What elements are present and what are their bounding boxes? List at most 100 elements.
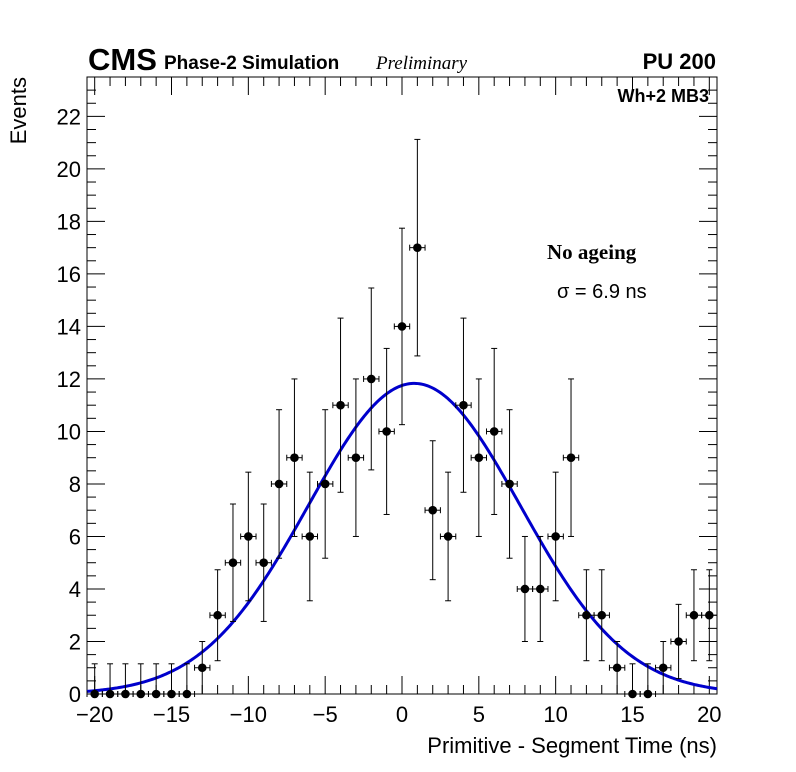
y-tick-label: 4 bbox=[69, 577, 81, 602]
data-point bbox=[455, 317, 472, 493]
x-tick-label: 5 bbox=[473, 702, 485, 727]
data-marker bbox=[259, 558, 269, 568]
y-tick-label: 20 bbox=[57, 157, 81, 182]
x-tick-label: −10 bbox=[230, 702, 267, 727]
data-marker bbox=[305, 532, 315, 541]
data-point bbox=[178, 663, 196, 699]
data-point bbox=[409, 138, 426, 357]
data-point bbox=[270, 409, 288, 559]
x-axis-label: Primitive - Segment Time (ns) bbox=[427, 733, 717, 758]
data-point bbox=[147, 663, 165, 699]
data-marker bbox=[551, 532, 560, 541]
region-label: Wh+2 MB3 bbox=[617, 86, 709, 106]
data-marker bbox=[643, 689, 653, 699]
y-axis-label: Events bbox=[6, 77, 31, 144]
data-point bbox=[470, 378, 488, 537]
data-point bbox=[501, 409, 518, 559]
data-points bbox=[86, 138, 718, 699]
data-marker bbox=[705, 610, 714, 620]
data-marker bbox=[228, 558, 238, 568]
x-tick-label: 15 bbox=[620, 702, 644, 727]
data-point bbox=[240, 471, 257, 602]
x-tick-label: 10 bbox=[543, 702, 567, 727]
data-point bbox=[209, 569, 226, 662]
data-point bbox=[424, 440, 441, 581]
data-marker bbox=[443, 532, 453, 541]
pileup-label: PU 200 bbox=[643, 49, 716, 74]
data-marker bbox=[535, 584, 545, 594]
data-point bbox=[255, 503, 272, 622]
data-marker bbox=[428, 505, 438, 515]
data-marker bbox=[658, 663, 668, 673]
data-point bbox=[301, 471, 318, 602]
data-point bbox=[685, 569, 703, 662]
simulation-label: Phase-2 Simulation bbox=[164, 53, 339, 74]
data-point bbox=[639, 663, 657, 699]
data-point bbox=[332, 317, 349, 493]
data-marker bbox=[320, 479, 330, 489]
data-marker bbox=[582, 610, 591, 620]
data-marker bbox=[121, 689, 130, 699]
y-tick-label: 10 bbox=[57, 419, 81, 444]
data-point bbox=[578, 569, 595, 662]
data-marker bbox=[674, 637, 683, 646]
y-tick-label: 18 bbox=[57, 209, 81, 234]
data-marker bbox=[628, 689, 637, 699]
axis-ticks: −20 −15 −10 −5 0 5 10 15 20 0 2 4 6 8 10 12 14 16 18 20 22 bbox=[57, 77, 722, 727]
y-tick-label: 22 bbox=[57, 104, 81, 129]
data-point bbox=[593, 569, 610, 662]
data-point bbox=[194, 640, 211, 695]
data-marker bbox=[397, 322, 407, 331]
data-marker bbox=[474, 453, 484, 463]
y-tick-label: 14 bbox=[57, 314, 81, 339]
x-tick-label: −15 bbox=[153, 702, 190, 727]
data-marker bbox=[366, 374, 376, 384]
data-point bbox=[439, 471, 457, 602]
data-marker bbox=[213, 610, 222, 620]
data-marker bbox=[167, 689, 176, 699]
data-point bbox=[701, 569, 718, 662]
data-marker bbox=[597, 610, 607, 620]
data-point bbox=[516, 535, 534, 642]
data-marker bbox=[612, 663, 622, 673]
data-marker bbox=[90, 689, 99, 699]
data-marker bbox=[105, 689, 115, 699]
x-tick-label: 0 bbox=[396, 702, 408, 727]
data-marker bbox=[290, 453, 299, 463]
sigma-annotation: σ = 6.9 ns bbox=[557, 281, 647, 303]
data-marker bbox=[136, 689, 146, 699]
x-tick-label: −5 bbox=[313, 702, 338, 727]
data-marker bbox=[274, 479, 284, 489]
data-marker bbox=[197, 663, 207, 673]
y-tick-label: 12 bbox=[57, 367, 81, 392]
data-marker bbox=[505, 479, 514, 489]
data-marker bbox=[151, 689, 161, 699]
data-marker bbox=[489, 427, 499, 436]
data-point bbox=[163, 663, 180, 699]
data-point bbox=[286, 378, 303, 537]
data-marker bbox=[459, 400, 468, 410]
data-marker bbox=[566, 453, 576, 463]
data-point bbox=[393, 227, 411, 426]
data-point bbox=[132, 663, 149, 699]
data-point bbox=[363, 287, 380, 471]
data-point bbox=[316, 409, 334, 559]
y-tick-label: 8 bbox=[69, 472, 81, 497]
x-tick-label: 20 bbox=[697, 702, 721, 727]
data-marker bbox=[182, 689, 192, 699]
data-marker bbox=[382, 427, 391, 436]
y-tick-label: 16 bbox=[57, 262, 81, 287]
data-marker bbox=[244, 532, 253, 541]
annotation-title: No ageing bbox=[547, 240, 637, 264]
data-point bbox=[562, 378, 580, 537]
data-marker bbox=[689, 610, 699, 620]
data-point bbox=[670, 603, 687, 680]
data-marker bbox=[413, 243, 422, 252]
data-point bbox=[486, 347, 503, 515]
cms-label: CMS bbox=[88, 42, 157, 77]
data-point bbox=[347, 378, 365, 537]
data-point bbox=[547, 471, 564, 602]
data-point bbox=[378, 347, 395, 515]
data-point bbox=[655, 640, 672, 695]
